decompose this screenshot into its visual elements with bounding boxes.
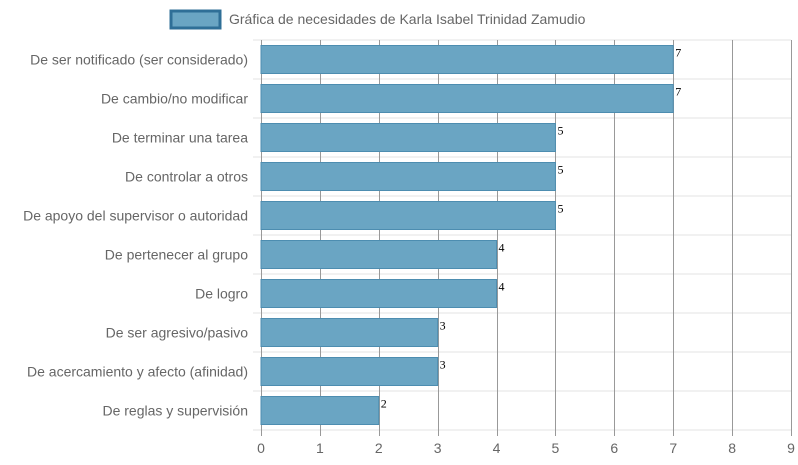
x-tick-label: 2: [375, 440, 383, 456]
category-label: De ser notificado (ser considerado): [30, 52, 248, 68]
legend[interactable]: Gráfica de necesidades de Karla Isabel T…: [169, 9, 586, 30]
data-label: 5: [557, 163, 563, 177]
bar[interactable]: [260, 240, 498, 269]
data-label: 5: [557, 124, 563, 138]
bar[interactable]: [260, 84, 674, 113]
bar[interactable]: [260, 357, 439, 386]
data-label: 3: [440, 358, 446, 372]
bar[interactable]: [260, 123, 556, 152]
x-tick-label: 1: [316, 440, 324, 456]
bar[interactable]: [260, 162, 556, 191]
data-label: 3: [440, 319, 446, 333]
x-tick-label: 0: [257, 440, 265, 456]
x-tick-label: 8: [728, 440, 736, 456]
bar[interactable]: [260, 45, 674, 74]
data-label: 2: [381, 397, 387, 411]
x-tick-label: 4: [493, 440, 501, 456]
bars: [260, 45, 674, 425]
category-label: De controlar a otros: [125, 169, 248, 185]
x-tick-label: 6: [610, 440, 618, 456]
category-label: De reglas y supervisión: [102, 403, 248, 419]
category-label: De terminar una tarea: [112, 130, 248, 146]
legend-swatch: [169, 9, 222, 30]
x-tick-labels: 0 1 2 3 4 5 6 7 8 9: [257, 440, 795, 456]
bar[interactable]: [260, 279, 498, 308]
category-label: De pertenecer al grupo: [105, 247, 248, 263]
data-label: 4: [499, 241, 505, 255]
category-label: De apoyo del supervisor o autoridad: [23, 208, 248, 224]
data-label: 7: [675, 46, 681, 60]
category-label: De cambio/no modificar: [101, 91, 248, 107]
data-label: 7: [675, 85, 681, 99]
bar[interactable]: [260, 318, 439, 347]
data-label: 5: [557, 202, 563, 216]
x-tick-label: 9: [787, 440, 795, 456]
category-label: De logro: [195, 286, 248, 302]
category-labels: De ser notificado (ser considerado) De ca…: [23, 52, 248, 419]
data-labels: 7 7 5 5 5 4 4 3 3 2: [381, 46, 681, 411]
bar[interactable]: [260, 396, 380, 425]
data-label: 4: [499, 280, 505, 294]
x-tick-label: 7: [669, 440, 677, 456]
x-tick-label: 3: [434, 440, 442, 456]
legend-label: Gráfica de necesidades de Karla Isabel T…: [229, 11, 586, 27]
bar[interactable]: [260, 201, 556, 230]
category-label: De ser agresivo/pasivo: [106, 325, 249, 341]
category-label: De acercamiento y afecto (afinidad): [27, 364, 248, 380]
x-tick-label: 5: [552, 440, 560, 456]
